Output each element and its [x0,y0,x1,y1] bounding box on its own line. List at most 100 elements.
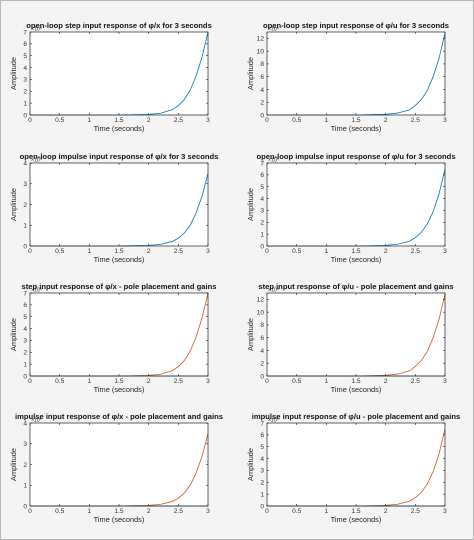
x-tick-label: 2.5 [411,117,420,124]
x-tick-label: 1 [324,508,328,515]
y-tick-label: 7 [260,160,264,167]
y-axis-label: Amplitude [9,188,18,221]
y-tick-label: 0 [260,373,264,380]
y-tick-label: 0 [260,503,264,510]
x-axis-label: Time (seconds) [94,515,145,524]
x-tick-label: 1 [324,248,328,255]
chart-title: open-loop step input response of φ/u for… [263,21,449,30]
x-tick-label: 0 [28,248,32,255]
y-tick-label: 8 [260,322,264,329]
x-tick-label: 1 [87,378,91,385]
x-tick-label: 0.5 [55,378,64,385]
y-axis-label: Amplitude [246,188,255,221]
y-tick-label: 0 [23,373,27,380]
plot-area [30,163,208,246]
y-tick-label: 7 [23,290,27,297]
y-tick-label: 6 [260,172,264,179]
y-tick-label: 1 [23,100,27,107]
plot-area [267,163,445,246]
y-tick-label: 3 [260,468,264,475]
y-tick-label: 2 [23,462,27,469]
y-tick-label: 5 [260,184,264,191]
x-tick-label: 0.5 [55,508,64,515]
x-tick-label: 1.5 [351,117,360,124]
x-tick-label: 0.5 [292,117,301,124]
x-tick-label: 2 [147,508,151,515]
x-tick-label: 3 [443,508,447,515]
y-tick-label: 6 [260,432,264,439]
x-tick-label: 3 [443,117,447,124]
series-line-1 [30,31,209,116]
x-tick-label: 1.5 [114,508,123,515]
y-tick-label: 5 [23,314,27,321]
x-tick-label: 2.5 [174,117,183,124]
plot-area [30,423,208,506]
x-tick-label: 3 [206,248,210,255]
x-axis-label: Time (seconds) [331,255,382,264]
y-tick-label: 6 [23,302,27,309]
y-tick-label: 0 [260,243,264,250]
chart-title: open-loop step input response of φ/x for… [26,21,212,30]
y-tick-label: 1 [23,483,27,490]
x-tick-label: 0 [28,378,32,385]
series-line-1 [267,33,446,116]
y-tick-label: 4 [260,348,264,355]
plot-area [30,293,208,376]
y-tick-label: 4 [23,160,27,167]
y-tick-label: 5 [23,53,27,60]
x-tick-label: 2.5 [174,248,183,255]
y-tick-label: 6 [260,335,264,342]
y-tick-label: 2 [260,220,264,227]
plot-area [267,32,445,115]
y-tick-label: 3 [23,181,27,188]
series-line-1 [267,294,446,377]
x-tick-label: 0 [265,117,269,124]
x-tick-label: 1 [324,378,328,385]
plot-area [30,32,208,115]
y-tick-label: 0 [260,112,264,119]
y-tick-label: 5 [260,444,264,451]
x-tick-label: 3 [443,378,447,385]
y-tick-label: 3 [23,338,27,345]
y-axis-label: Amplitude [246,57,255,90]
y-tick-label: 0 [23,112,27,119]
x-axis-label: Time (seconds) [94,255,145,264]
y-tick-label: 0 [23,243,27,250]
x-tick-label: 1.5 [114,117,123,124]
x-tick-label: 1.5 [351,248,360,255]
y-tick-label: 3 [23,77,27,84]
y-exponent-label: ×10⁵ [268,418,279,424]
x-axis-label: Time (seconds) [94,385,145,394]
x-tick-label: 2 [384,378,388,385]
y-tick-label: 1 [23,223,27,230]
x-tick-label: 1 [324,117,328,124]
x-tick-label: 1.5 [114,378,123,385]
series-line-1 [30,173,209,247]
y-tick-label: 8 [260,61,264,68]
x-tick-label: 0 [28,508,32,515]
plot-area [267,293,445,376]
x-tick-label: 1 [87,508,91,515]
x-tick-label: 0.5 [55,117,64,124]
y-axis-label: Amplitude [9,448,18,481]
y-tick-label: 2 [260,361,264,368]
x-tick-label: 2 [384,117,388,124]
y-tick-label: 7 [260,420,264,427]
plot-area [267,423,445,506]
y-tick-label: 4 [260,456,264,463]
y-axis-label: Amplitude [9,57,18,90]
x-tick-label: 3 [443,248,447,255]
x-axis-label: Time (seconds) [94,124,145,133]
y-tick-label: 1 [23,361,27,368]
y-tick-label: 2 [23,89,27,96]
y-tick-label: 2 [260,480,264,487]
x-tick-label: 2 [147,117,151,124]
x-tick-label: 2.5 [411,508,420,515]
y-tick-label: 7 [23,29,27,36]
